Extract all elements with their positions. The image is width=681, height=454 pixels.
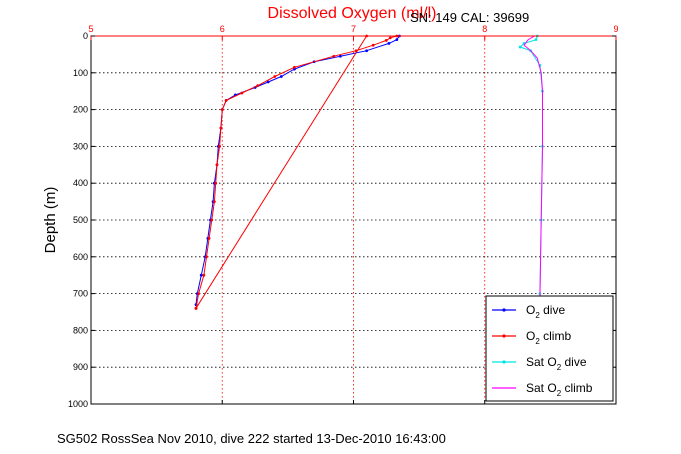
y-tick-label: 500 [73,215,88,225]
series-point [202,273,206,277]
footer-caption: SG502 RossSea Nov 2010, dive 222 started… [57,431,446,446]
x-tick-label: 9 [613,24,618,34]
legend-entry: O2 climb [526,329,571,346]
series-point [273,75,277,78]
y-tick-label: 600 [73,252,88,262]
series-point [279,75,283,78]
y-tick-label: 1000 [68,399,88,409]
series-point [534,38,538,42]
series-point [194,306,198,310]
y-tick-label: 700 [73,289,88,299]
y-tick-label: 300 [73,141,88,151]
series-point [365,49,369,53]
series-point [384,39,388,42]
series-point [215,163,219,167]
series-point [219,126,223,130]
series-point [210,218,214,222]
x-tick-label: 7 [351,24,356,34]
series-point [240,91,244,95]
legend-box [485,295,614,402]
series-point [205,255,208,259]
series-point [293,65,296,69]
series-point [207,237,211,240]
series-line [523,35,543,302]
chart-title: Dissolved Oxygen (ml/l) [268,5,437,22]
series-point [214,181,218,185]
series-point [395,38,399,42]
series-point [256,84,260,88]
series-point [518,45,522,49]
legend-swatch-marker [502,334,506,338]
legend-entry: O2 dive [526,303,565,320]
x-tick-label: 5 [88,24,93,34]
legend-entry: Sat O2 dive [526,355,587,372]
series-point [354,49,358,53]
y-tick-label: 100 [73,68,88,78]
y-tick-label: 200 [73,105,88,115]
y-tick-label: 900 [73,362,88,372]
x-tick-label: 8 [482,24,487,34]
y-tick-label: 800 [73,325,88,335]
series-point [224,99,228,102]
legend-entry: Sat O2 climb [526,381,593,398]
series-point [371,43,375,47]
series-point [199,273,203,277]
series-point [266,80,270,84]
x-tick-label: 6 [220,24,225,34]
series-point [212,200,216,204]
y-axis-label: Depth (m) [42,187,59,254]
axis-ticks: 5 6 7 8 9 0 100 200 300 400 500 600 700 800 900 1000 [68,24,619,409]
series-point [388,36,392,40]
legend-swatch-marker [502,308,506,312]
series-point [218,145,222,148]
series-point [332,54,336,58]
y-tick-label: 400 [73,178,88,188]
series-point [338,54,342,58]
series-point [387,41,391,45]
series-point [197,292,201,295]
legend: O2 dive O2 climb Sat O2 dive Sat O2 climb [485,295,614,402]
series-point [220,108,224,111]
sensor-annotation: SN: 149 CAL: 39699 [410,10,529,25]
legend-swatch-marker [502,360,506,364]
y-tick-label: 0 [83,31,88,41]
series-layer [194,34,544,310]
